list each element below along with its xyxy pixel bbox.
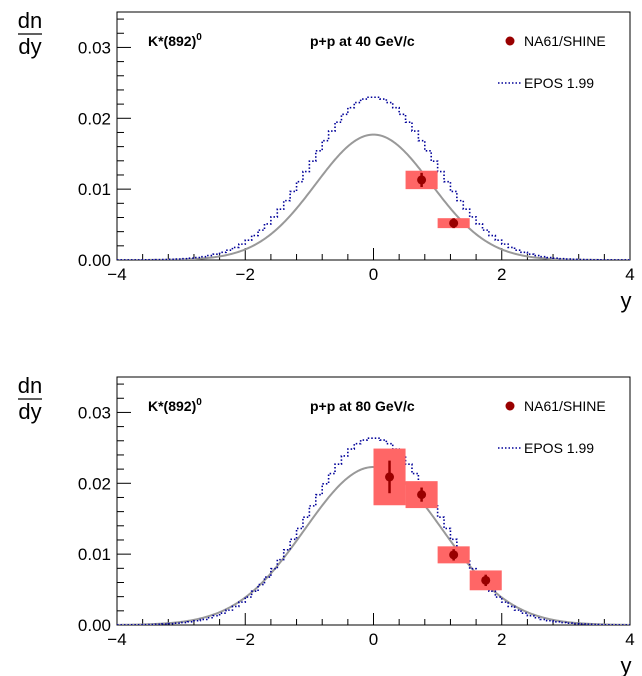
y-tick-label: 0.03 — [78, 38, 111, 57]
data-point — [449, 550, 459, 560]
legend-marker-na61 — [505, 36, 515, 46]
gauss-fit-curve — [117, 133, 630, 260]
legend-label-na61: NA61/SHINE — [524, 33, 606, 49]
y-tick-label: 0.00 — [78, 616, 111, 635]
x-axis-title: y — [621, 653, 632, 676]
x-tick-label: −4 — [107, 630, 126, 649]
plot-area — [117, 96, 630, 260]
x-tick-label: 0 — [369, 265, 378, 284]
energy-label: p+p at 40 GeV/c — [310, 33, 415, 49]
x-axis-title: y — [621, 288, 632, 313]
y-axis-title-numerator: dn — [18, 373, 42, 398]
particle-superscript: 0 — [196, 32, 202, 43]
y-axis-title-denominator: dy — [18, 399, 41, 424]
data-point — [385, 472, 395, 482]
x-tick-label: −4 — [107, 265, 126, 284]
x-tick-label: −2 — [236, 630, 255, 649]
x-tick-label: 2 — [497, 265, 506, 284]
epos-histogram — [117, 437, 630, 625]
particle-name: K*(892) — [148, 33, 196, 49]
y-tick-label: 0.03 — [78, 403, 111, 422]
y-tick-label: 0.01 — [78, 180, 111, 199]
epos-histogram — [117, 96, 630, 260]
energy-label: p+p at 80 GeV/c — [310, 398, 415, 414]
legend-label-epos: EPOS 1.99 — [524, 440, 594, 456]
particle-superscript: 0 — [196, 397, 202, 408]
x-tick-label: 0 — [369, 630, 378, 649]
x-tick-label: 2 — [497, 630, 506, 649]
y-tick-label: 0.00 — [78, 251, 111, 270]
x-tick-label: 4 — [625, 630, 634, 649]
legend-marker-na61 — [505, 401, 515, 411]
y-axis-title-numerator: dn — [18, 8, 42, 33]
y-tick-label: 0.02 — [78, 109, 111, 128]
y-tick-label: 0.02 — [78, 474, 111, 493]
data-point — [417, 490, 427, 500]
particle-name: K*(892) — [148, 398, 196, 414]
particle-label: K*(892)0 — [148, 397, 202, 414]
x-tick-label: −2 — [236, 265, 255, 284]
data-point — [481, 575, 491, 585]
particle-label: K*(892)0 — [148, 32, 202, 49]
data-point — [449, 218, 459, 228]
data-point — [417, 175, 427, 185]
y-axis-title-denominator: dy — [18, 34, 41, 59]
plot-area — [117, 437, 630, 625]
y-tick-label: 0.01 — [78, 545, 111, 564]
x-tick-label: 4 — [625, 265, 634, 284]
legend-label-na61: NA61/SHINE — [524, 398, 606, 414]
legend-label-epos: EPOS 1.99 — [524, 75, 594, 91]
plot-frame — [116, 11, 631, 261]
